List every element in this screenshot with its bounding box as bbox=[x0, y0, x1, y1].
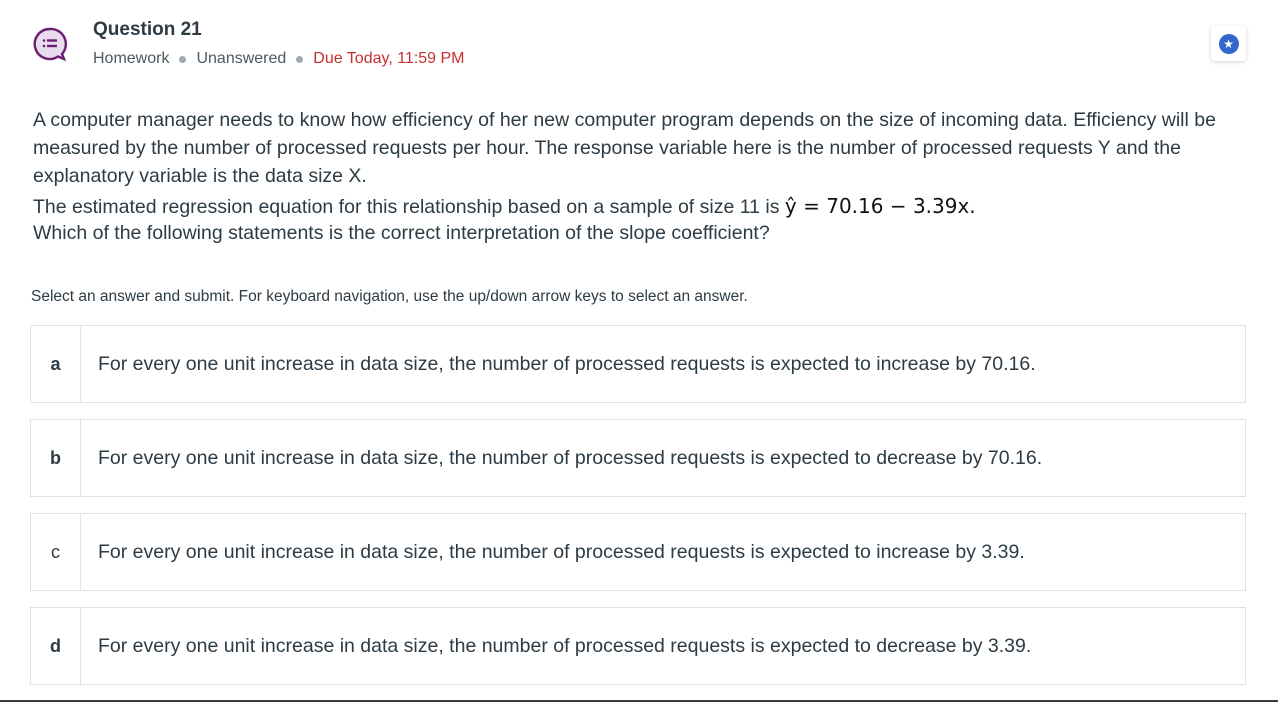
answer-option-a[interactable]: a For every one unit increase in data siz… bbox=[30, 325, 1246, 403]
separator-dot bbox=[296, 55, 304, 63]
due-date: Due Today, 11:59 PM bbox=[313, 50, 465, 67]
instructions: Select an answer and submit. For keyboar… bbox=[31, 288, 748, 305]
star-icon: ★ bbox=[1218, 33, 1239, 54]
option-text: For every one unit increase in data size… bbox=[98, 446, 1043, 469]
bottom-divider bbox=[0, 700, 1278, 702]
option-text: For every one unit increase in data size… bbox=[98, 540, 1025, 563]
stem-question: Which of the following statements is the… bbox=[33, 222, 770, 244]
option-text: For every one unit increase in data size… bbox=[98, 634, 1032, 657]
option-letter: a bbox=[31, 326, 81, 402]
stem-paragraph: A computer manager needs to know how eff… bbox=[33, 109, 1216, 187]
stem-text: The estimated regression equation for th… bbox=[33, 196, 785, 218]
bookmark-button[interactable]: ★ bbox=[1211, 26, 1246, 61]
question-status: Unanswered bbox=[196, 50, 287, 67]
question-bubble-icon bbox=[33, 27, 67, 62]
answer-option-b[interactable]: b For every one unit increase in data siz… bbox=[30, 419, 1246, 497]
stem-equation-line: The estimated regression equation for th… bbox=[33, 192, 1248, 221]
option-letter: c bbox=[31, 514, 81, 590]
question-stem: A computer manager needs to know how eff… bbox=[33, 106, 1248, 249]
option-text: For every one unit increase in data size… bbox=[98, 352, 1036, 375]
option-letter: b bbox=[31, 420, 81, 496]
question-meta: Homework Unanswered Due Today, 11:59 PM bbox=[93, 50, 465, 68]
option-letter: d bbox=[31, 608, 81, 684]
question-type: Homework bbox=[93, 50, 170, 67]
question-title: Question 21 bbox=[93, 19, 202, 40]
regression-equation: ŷ = 70.16 − 3.39x. bbox=[784, 194, 976, 218]
answer-option-d[interactable]: d For every one unit increase in data siz… bbox=[30, 607, 1246, 685]
separator-dot bbox=[179, 55, 187, 63]
answer-option-c[interactable]: c For every one unit increase in data siz… bbox=[30, 513, 1246, 591]
